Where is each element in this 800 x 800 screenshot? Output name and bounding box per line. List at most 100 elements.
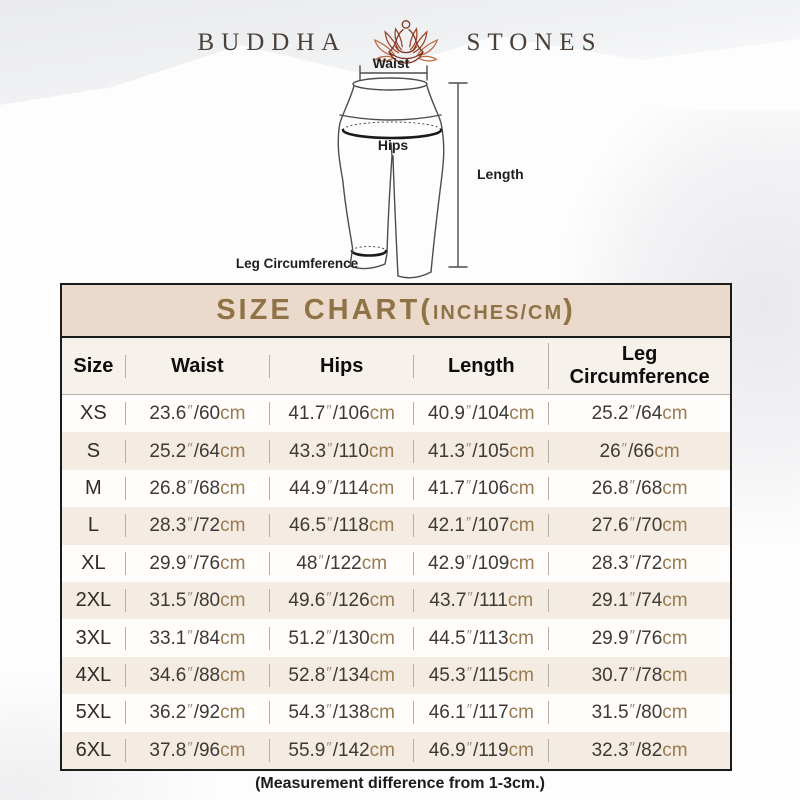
cm-unit: cm <box>220 664 246 686</box>
measure-number: /88 <box>193 664 221 686</box>
inch-mark: ″ <box>187 738 193 756</box>
leg-cell: 28.3″/72cm <box>548 551 730 575</box>
cm-unit: cm <box>508 702 534 724</box>
cm-unit: cm <box>361 552 388 574</box>
inch-mark: ″ <box>465 514 472 532</box>
leg-cell: 30.7″/78cm <box>548 663 730 687</box>
measure-number: /74 <box>635 590 663 612</box>
measure-number: /64 <box>193 440 221 462</box>
measure-number: /126 <box>332 590 370 612</box>
cm-unit: cm <box>654 440 680 462</box>
waist-cell: 36.2″/92cm <box>124 701 269 725</box>
table-row: XS 23.6″/60cm 41.7″/106cm 40.9″/104cm 25.2″/… <box>62 395 730 433</box>
length-cell: 42.1″/107cm <box>413 514 548 538</box>
inch-mark: ″ <box>187 589 193 607</box>
measure-number: /80 <box>635 702 663 724</box>
cm-unit: cm <box>220 552 246 574</box>
measure-number: /118 <box>333 515 369 537</box>
measure-number: 46.1 <box>428 702 466 724</box>
cm-unit: cm <box>662 515 688 537</box>
measure-number: /80 <box>193 590 221 612</box>
brand-word-right: STONES <box>466 29 603 56</box>
title-prefix: SIZE CHART( <box>216 294 433 326</box>
cm-unit: cm <box>508 627 534 649</box>
measure-number: 42.1 <box>428 515 465 537</box>
leg-cell: 31.5″/80cm <box>548 701 730 725</box>
brand-logo: BUDDHA STONES <box>0 14 800 72</box>
measure-number: /76 <box>193 552 221 574</box>
length-cell: 43.7″/111cm <box>413 589 548 613</box>
leg-circumference-label: Leg Circumference <box>235 256 359 271</box>
measure-number: 45.3 <box>428 664 466 686</box>
measure-number: 25.2 <box>149 440 187 462</box>
measure-number: 26.8 <box>149 477 187 499</box>
leg-cell: 26″/66cm <box>548 439 730 463</box>
size-chart-title: SIZE CHART(INCHES/CM) <box>62 285 730 338</box>
measure-number: 42.9 <box>428 552 465 574</box>
size-cell: 3XL <box>75 626 112 649</box>
measure-number: /142 <box>332 739 370 761</box>
column-header-waist: Waist <box>124 354 269 378</box>
cm-unit: cm <box>662 664 688 686</box>
waist-label: Waist <box>372 55 410 71</box>
cm-unit: cm <box>509 552 535 574</box>
measure-number: 26 <box>599 440 621 462</box>
cm-unit: cm <box>220 403 246 425</box>
measure-number: 32.3 <box>591 739 629 761</box>
measure-number: /64 <box>635 403 663 425</box>
measure-number: /106 <box>472 477 510 499</box>
waist-cell: 26.8″/68cm <box>124 476 269 500</box>
inch-mark: ″ <box>467 589 473 607</box>
measure-number: /119 <box>473 739 509 761</box>
hips-cell: 46.5″/118cm <box>269 514 413 538</box>
inch-mark: ″ <box>326 738 332 756</box>
inch-mark: ″ <box>466 663 472 681</box>
measure-number: /92 <box>193 702 221 724</box>
inch-mark: ″ <box>187 439 193 457</box>
leg-cell: 29.1″/74cm <box>548 589 730 613</box>
cm-unit: cm <box>509 515 535 537</box>
cm-unit: cm <box>368 440 395 462</box>
inch-mark: ″ <box>187 476 193 494</box>
measure-number: 43.7 <box>429 590 467 612</box>
measure-number: /122 <box>324 552 362 574</box>
cm-unit: cm <box>220 515 246 537</box>
title-units: INCHES/CM <box>432 302 564 324</box>
cm-unit: cm <box>220 702 246 724</box>
length-cell: 45.3″/115cm <box>413 663 548 687</box>
measure-number: /111 <box>473 590 508 612</box>
inch-mark: ″ <box>629 701 635 719</box>
measure-number: 44.5 <box>428 627 466 649</box>
waist-cell: 23.6″/60cm <box>124 402 269 426</box>
size-cell: M <box>85 476 102 499</box>
measure-number: /117 <box>473 702 509 724</box>
length-cell: 44.5″/113cm <box>413 626 548 650</box>
cm-unit: cm <box>369 590 395 612</box>
inch-mark: ″ <box>326 589 332 607</box>
measure-number: /82 <box>635 739 663 761</box>
inch-mark: ″ <box>466 626 472 644</box>
measure-number: 30.7 <box>591 664 629 686</box>
hips-cell: 51.2″/130cm <box>269 626 413 650</box>
measure-number: 55.9 <box>288 739 326 761</box>
measure-number: 34.6 <box>149 664 187 686</box>
waist-cell: 37.8″/96cm <box>124 738 269 762</box>
cm-unit: cm <box>662 477 688 499</box>
measure-number: /96 <box>193 739 221 761</box>
size-cell: 6XL <box>75 738 112 761</box>
waist-cell: 25.2″/64cm <box>124 439 269 463</box>
table-row: XL 29.9″/76cm 48″/122cm 42.9″/109cm 28.3″/72… <box>62 544 730 582</box>
pants-diagram <box>337 65 468 279</box>
inch-mark: ″ <box>187 663 193 681</box>
inch-mark: ″ <box>187 514 193 532</box>
measure-number: /109 <box>472 552 510 574</box>
size-cell: 5XL <box>75 701 112 724</box>
leg-cell: 25.2″/64cm <box>548 402 730 426</box>
measure-number: 29.9 <box>149 552 187 574</box>
cm-unit: cm <box>662 627 688 649</box>
title-suffix: ) <box>563 294 576 326</box>
inch-mark: ″ <box>326 626 332 644</box>
measure-number: 36.2 <box>149 702 187 724</box>
hips-cell: 54.3″/138cm <box>269 701 413 725</box>
column-header-hips: Hips <box>269 354 413 378</box>
